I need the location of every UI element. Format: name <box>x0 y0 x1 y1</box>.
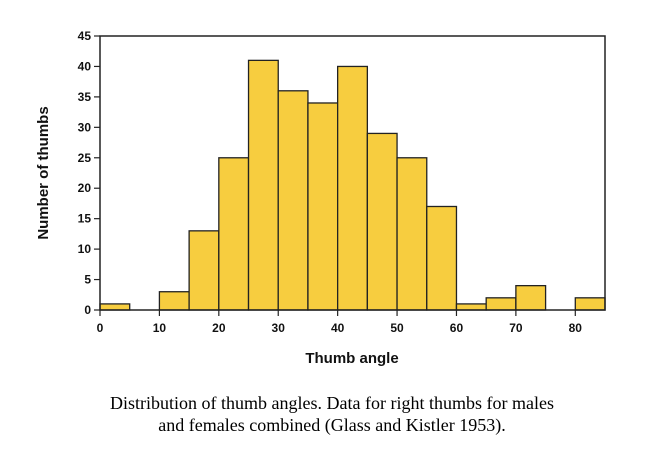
histogram-bar-6 <box>307 102 339 311</box>
bars-group <box>99 59 606 311</box>
x-axis: 0 10 20 30 40 50 60 70 80 <box>97 310 583 335</box>
x-axis-title: Thumb angle <box>305 350 398 367</box>
histogram-bar-9 <box>396 157 428 311</box>
x-tick-label-7: 70 <box>509 321 523 335</box>
histogram-bar-14 <box>574 297 606 311</box>
x-tick-label-6: 60 <box>450 321 464 335</box>
y-tick-label-3: 15 <box>78 212 92 226</box>
histogram-bar-2 <box>188 230 220 311</box>
y-tick-label-0: 0 <box>84 303 91 317</box>
y-axis: 0 5 10 15 20 25 30 35 40 45 <box>78 29 100 317</box>
y-axis-title: Number of thumbs <box>35 106 52 239</box>
histogram-chart: 0 5 10 15 20 25 30 35 40 45 0 10 20 30 40 50 60 70 80 Thu… <box>35 29 606 367</box>
caption-line-2: and females combined (Glass and Kistler … <box>158 415 506 435</box>
histogram-bar-4 <box>247 59 279 311</box>
y-tick-label-7: 35 <box>78 90 92 104</box>
y-tick-label-6: 30 <box>78 120 92 134</box>
x-tick-label-1: 10 <box>153 321 167 335</box>
histogram-bar-8 <box>366 132 398 311</box>
x-tick-label-8: 80 <box>569 321 583 335</box>
histogram-bar-12 <box>485 297 517 311</box>
x-tick-label-3: 30 <box>272 321 286 335</box>
x-tick-label-2: 20 <box>212 321 226 335</box>
x-tick-label-4: 40 <box>331 321 345 335</box>
histogram-bar-3 <box>218 157 250 311</box>
y-tick-label-1: 5 <box>84 273 91 287</box>
y-tick-label-5: 25 <box>78 151 92 165</box>
histogram-bar-7 <box>336 65 369 311</box>
y-tick-label-2: 10 <box>78 242 92 256</box>
figure-caption: Distribution of thumb angles. Data for r… <box>0 392 664 436</box>
histogram-bar-10 <box>426 205 458 311</box>
histogram-bar-11 <box>455 303 487 311</box>
caption-line-1: Distribution of thumb angles. Data for r… <box>110 393 554 413</box>
x-tick-label-5: 50 <box>390 321 404 335</box>
histogram-bar-1 <box>158 291 190 311</box>
plot-frame <box>99 35 606 311</box>
histogram-bar-5 <box>277 90 309 311</box>
y-tick-label-9: 45 <box>78 29 92 43</box>
x-tick-label-0: 0 <box>97 321 104 335</box>
y-tick-label-4: 20 <box>78 181 92 195</box>
y-tick-label-8: 40 <box>78 59 92 73</box>
histogram-bar-0 <box>99 303 131 311</box>
histogram-bar-13 <box>515 284 547 311</box>
